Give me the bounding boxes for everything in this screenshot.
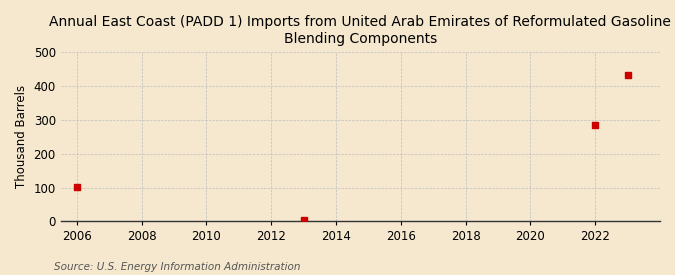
Title: Annual East Coast (PADD 1) Imports from United Arab Emirates of Reformulated Gas: Annual East Coast (PADD 1) Imports from …: [49, 15, 671, 46]
Y-axis label: Thousand Barrels: Thousand Barrels: [15, 85, 28, 188]
Text: Source: U.S. Energy Information Administration: Source: U.S. Energy Information Administ…: [54, 262, 300, 272]
Point: [590, 123, 601, 127]
Point: [298, 218, 309, 222]
Point: [72, 185, 82, 189]
Point: [622, 73, 633, 77]
